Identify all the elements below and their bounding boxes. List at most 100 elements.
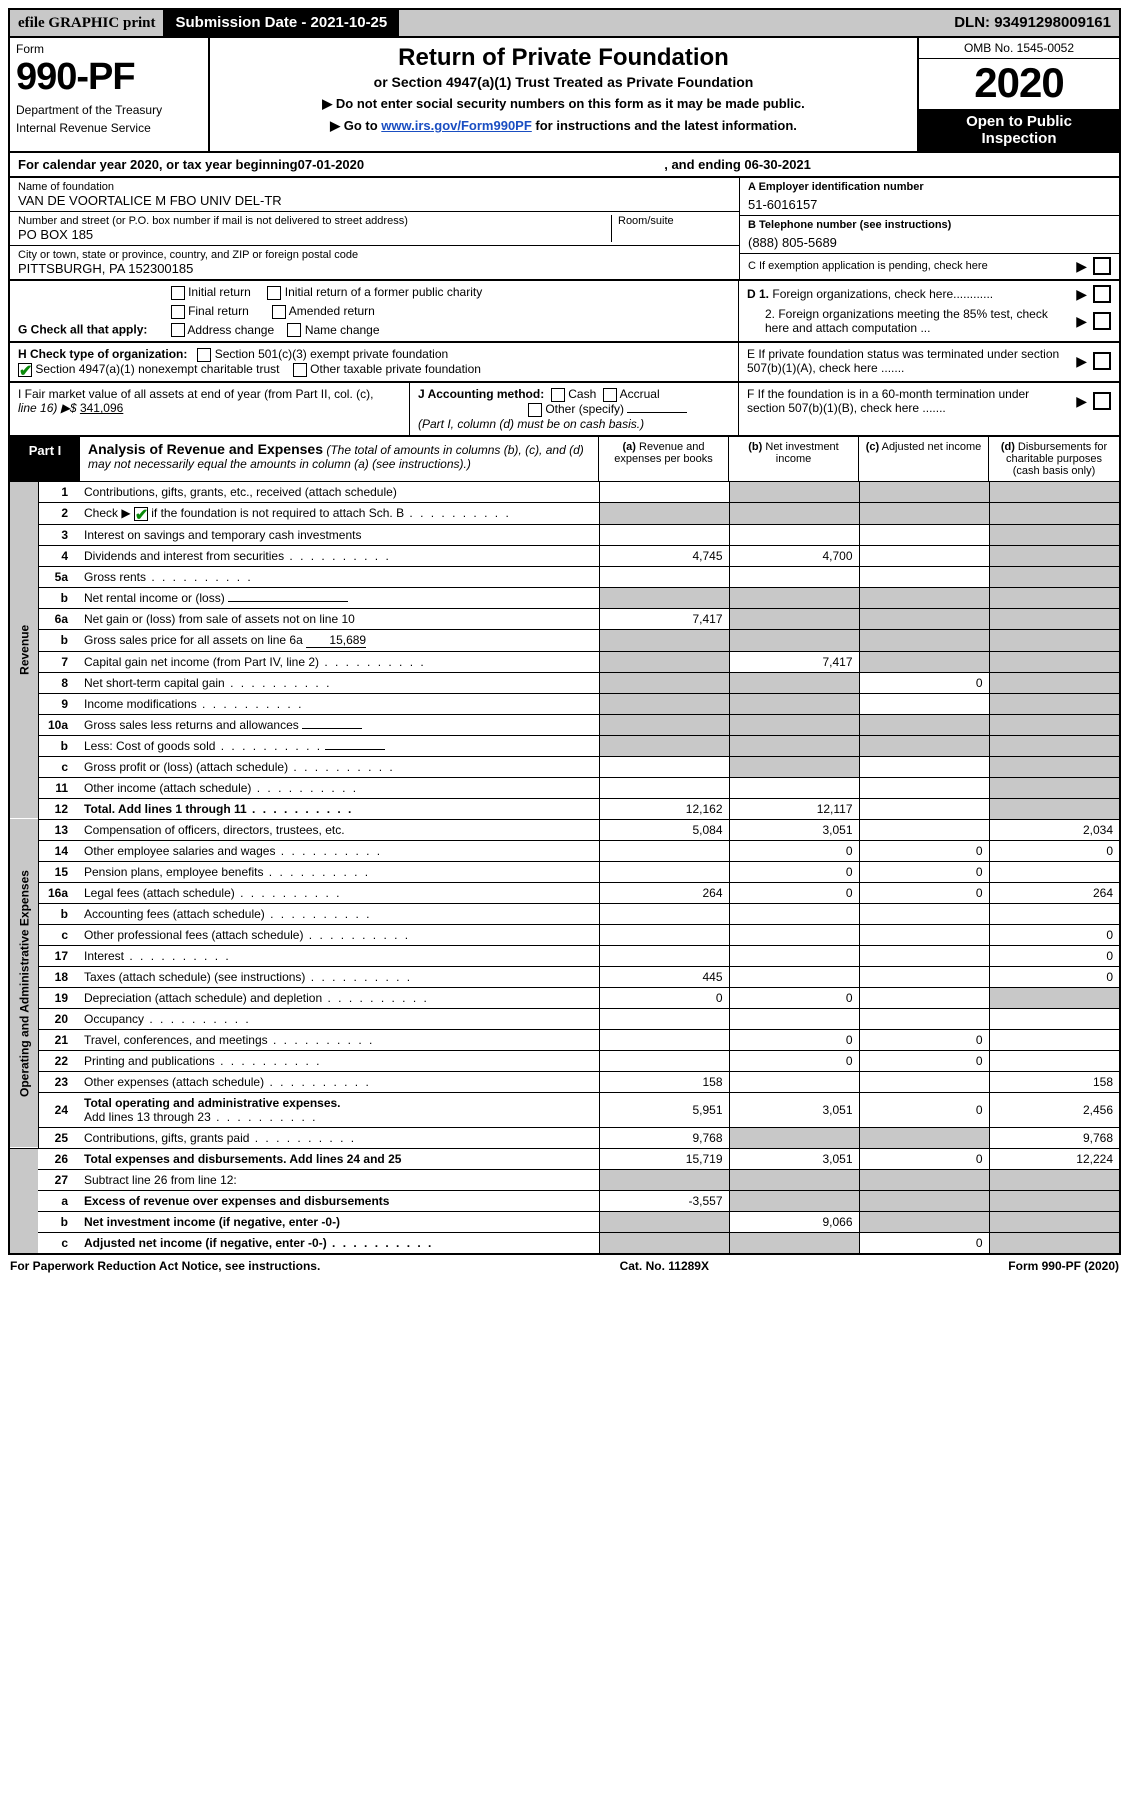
i-j-f-row: I Fair market value of all assets at end… <box>8 383 1121 437</box>
table-row: 2Check ▶ if the foundation is not requir… <box>10 502 1119 524</box>
checkbox-other-taxable[interactable] <box>293 363 307 377</box>
d-foreign: D 1. D 1. Foreign organizations, check h… <box>739 281 1119 341</box>
table-row: Operating and Administrative Expenses 13… <box>10 819 1119 840</box>
ssn-note: ▶ Do not enter social security numbers o… <box>218 96 909 112</box>
table-row: 8Net short-term capital gain0 <box>10 672 1119 693</box>
table-row: 23Other expenses (attach schedule)158158 <box>10 1071 1119 1092</box>
table-row: 17Interest0 <box>10 945 1119 966</box>
table-row: 26Total expenses and disbursements. Add … <box>10 1148 1119 1169</box>
table-row: 20Occupancy <box>10 1008 1119 1029</box>
checkbox-c[interactable] <box>1093 257 1111 275</box>
address-cell: Number and street (or P.O. box number if… <box>10 212 739 246</box>
part-1-table: Revenue 1Contributions, gifts, grants, e… <box>10 481 1119 1253</box>
table-row: cGross profit or (loss) (attach schedule… <box>10 756 1119 777</box>
table-row: cOther professional fees (attach schedul… <box>10 924 1119 945</box>
table-row: 19Depreciation (attach schedule) and dep… <box>10 987 1119 1008</box>
table-row: 5aGross rents <box>10 566 1119 587</box>
checkbox-other-method[interactable] <box>528 403 542 417</box>
top-bar: efile GRAPHIC print Submission Date - 20… <box>8 8 1121 38</box>
h-org-type: H Check type of organization: Section 50… <box>10 343 739 381</box>
checkbox-cash[interactable] <box>551 388 565 402</box>
checkbox-d2[interactable] <box>1093 312 1111 330</box>
form-header: Form 990-PF Department of the Treasury I… <box>8 38 1121 153</box>
checkbox-address-change[interactable] <box>171 323 185 337</box>
phone-cell: B Telephone number (see instructions) (8… <box>740 216 1119 254</box>
table-row: cAdjusted net income (if negative, enter… <box>10 1232 1119 1253</box>
form-title: Return of Private Foundation <box>218 44 909 72</box>
table-row: 3Interest on savings and temporary cash … <box>10 524 1119 545</box>
revenue-sidelabel: Revenue <box>10 481 38 819</box>
expenses-sidelabel: Operating and Administrative Expenses <box>10 819 38 1148</box>
form-subtitle: or Section 4947(a)(1) Trust Treated as P… <box>218 74 909 90</box>
part-label: Part I <box>10 437 80 481</box>
col-c-header: (c) Adjusted net income <box>859 437 989 481</box>
table-row: bLess: Cost of goods sold <box>10 735 1119 756</box>
ein-cell: A Employer identification number 51-6016… <box>740 178 1119 216</box>
table-row: 15Pension plans, employee benefits00 <box>10 861 1119 882</box>
table-row: 6aNet gain or (loss) from sale of assets… <box>10 608 1119 629</box>
table-row: 16aLegal fees (attach schedule)26400264 <box>10 882 1119 903</box>
table-row: 10aGross sales less returns and allowanc… <box>10 714 1119 735</box>
col-a-header: (a) Revenue and expenses per books <box>599 437 729 481</box>
table-row: 14Other employee salaries and wages000 <box>10 840 1119 861</box>
table-row: 22Printing and publications00 <box>10 1050 1119 1071</box>
checkbox-d1[interactable] <box>1093 285 1111 303</box>
part-1: Part I Analysis of Revenue and Expenses … <box>8 437 1121 1255</box>
checkbox-e[interactable] <box>1093 352 1111 370</box>
checkbox-accrual[interactable] <box>603 388 617 402</box>
table-row: 12Total. Add lines 1 through 1112,16212,… <box>10 798 1119 819</box>
exemption-pending-cell: C If exemption application is pending, c… <box>740 254 1119 278</box>
table-row: aExcess of revenue over expenses and dis… <box>10 1190 1119 1211</box>
year-block: OMB No. 1545-0052 2020 Open to PublicIns… <box>919 38 1119 151</box>
table-row: bNet investment income (if negative, ent… <box>10 1211 1119 1232</box>
g-d-row: G Check all that apply: Initial return I… <box>8 281 1121 343</box>
submission-date: Submission Date - 2021-10-25 <box>165 10 399 36</box>
table-row: 24Total operating and administrative exp… <box>10 1092 1119 1127</box>
table-row: 11Other income (attach schedule) <box>10 777 1119 798</box>
part-1-desc: Analysis of Revenue and Expenses (The to… <box>80 437 599 481</box>
table-row: 21Travel, conferences, and meetings00 <box>10 1029 1119 1050</box>
checkbox-501c3[interactable] <box>197 348 211 362</box>
form-number: 990-PF <box>16 56 202 99</box>
form-label: Form <box>16 42 202 56</box>
table-row: bNet rental income or (loss) <box>10 587 1119 608</box>
table-row: 9Income modifications <box>10 693 1119 714</box>
city-cell: City or town, state or province, country… <box>10 246 739 279</box>
arrow-icon: ▶ <box>1076 258 1087 275</box>
table-row: 4Dividends and interest from securities4… <box>10 545 1119 566</box>
checkbox-former-charity[interactable] <box>267 286 281 300</box>
e-terminated: E If private foundation status was termi… <box>739 343 1119 381</box>
form-ref: Form 990-PF (2020) <box>1008 1259 1119 1273</box>
table-row: 18Taxes (attach schedule) (see instructi… <box>10 966 1119 987</box>
department-1: Department of the Treasury <box>16 103 202 117</box>
table-row: Revenue 1Contributions, gifts, grants, e… <box>10 481 1119 502</box>
table-row: 25Contributions, gifts, grants paid9,768… <box>10 1127 1119 1148</box>
open-public: Open to PublicInspection <box>919 110 1119 151</box>
table-row: bGross sales price for all assets on lin… <box>10 629 1119 651</box>
form-title-block: Return of Private Foundation or Section … <box>210 38 919 151</box>
omb-number: OMB No. 1545-0052 <box>919 38 1119 59</box>
identity-right: A Employer identification number 51-6016… <box>739 178 1119 279</box>
department-2: Internal Revenue Service <box>16 121 202 135</box>
col-b-header: (b) Net investment income <box>729 437 859 481</box>
efile-print[interactable]: efile GRAPHIC print <box>10 10 165 36</box>
goto-note: ▶ Go to www.irs.gov/Form990PF for instru… <box>218 118 909 134</box>
part-1-header: Part I Analysis of Revenue and Expenses … <box>10 437 1119 481</box>
checkbox-4947a1[interactable] <box>18 363 32 377</box>
checkbox-sch-b[interactable] <box>134 507 148 521</box>
instructions-link[interactable]: www.irs.gov/Form990PF <box>381 118 532 133</box>
g-check-all: G Check all that apply: Initial return I… <box>10 281 739 341</box>
bottom-side <box>10 1148 38 1253</box>
checkbox-name-change[interactable] <box>287 323 301 337</box>
h-e-row: H Check type of organization: Section 50… <box>8 343 1121 383</box>
col-d-header: (d) Disbursements for charitable purpose… <box>989 437 1119 481</box>
paperwork-notice: For Paperwork Reduction Act Notice, see … <box>10 1259 320 1273</box>
checkbox-initial-return[interactable] <box>171 286 185 300</box>
foundation-name-cell: Name of foundation VAN DE VOORTALICE M F… <box>10 178 739 212</box>
checkbox-amended-return[interactable] <box>272 305 286 319</box>
table-row: bAccounting fees (attach schedule) <box>10 903 1119 924</box>
checkbox-f[interactable] <box>1093 392 1111 410</box>
i-fmv: I Fair market value of all assets at end… <box>10 383 410 435</box>
checkbox-final-return[interactable] <box>171 305 185 319</box>
identity-left: Name of foundation VAN DE VOORTALICE M F… <box>10 178 739 279</box>
